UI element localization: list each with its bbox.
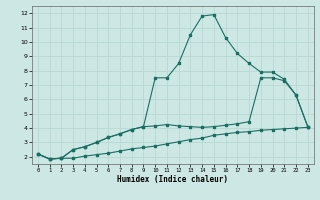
X-axis label: Humidex (Indice chaleur): Humidex (Indice chaleur) bbox=[117, 175, 228, 184]
